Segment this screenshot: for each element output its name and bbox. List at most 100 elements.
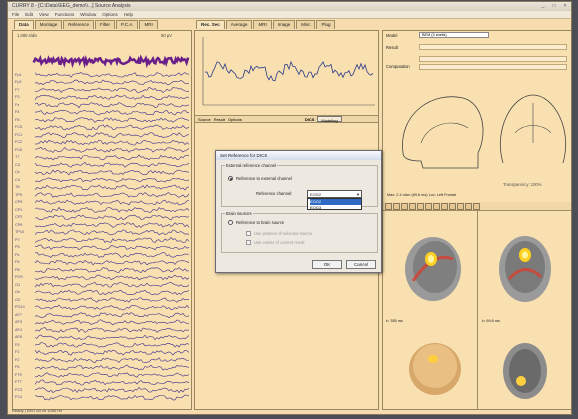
toolbar-icon-8[interactable] (441, 203, 448, 210)
toolbar-icon-12[interactable] (473, 203, 480, 210)
channel-label[interactable]: F1 (15, 350, 20, 354)
dropdown-option[interactable]: EOG2 (310, 199, 361, 205)
radio-brain-source[interactable] (228, 220, 233, 225)
channel-label[interactable]: O1 (15, 282, 21, 287)
channel-label[interactable]: FC4 (15, 395, 23, 399)
channel-label[interactable]: F7 (15, 87, 20, 92)
chevron-down-icon[interactable]: ▼ (356, 192, 360, 197)
modeling-button[interactable]: Modeling (317, 116, 342, 123)
tab-filter[interactable]: Filter (95, 20, 116, 29)
channel-label[interactable]: PO10 (15, 305, 25, 309)
channel-label[interactable]: FT9 (15, 372, 22, 377)
channel-label[interactable]: TP10 (15, 230, 25, 234)
channel-label[interactable]: Cz (15, 170, 20, 174)
channel-label[interactable]: Fz (15, 102, 20, 107)
channel-label[interactable]: F6 (15, 365, 20, 369)
menu-functions[interactable]: Functions (54, 12, 75, 17)
eeg-trace-panel[interactable]: 1.000 s/div 50 µV Fp1 Fp2 F7 F3 Fz F4 F8 FC5 FC1… (12, 30, 192, 410)
channel-label[interactable]: T8 (15, 185, 20, 189)
subtab-result[interactable]: Result (213, 117, 226, 122)
channel-label[interactable]: TP9 (15, 192, 22, 197)
menu-view[interactable]: View (39, 12, 49, 17)
channel-label[interactable]: Pz (15, 252, 20, 257)
channel-label[interactable]: C3 (15, 162, 20, 167)
toolbar-icon-2[interactable] (393, 203, 400, 210)
tab-pca[interactable]: P.C.A. (116, 20, 139, 29)
tab-misc[interactable]: Misc (296, 20, 316, 29)
tab-data[interactable]: Data (14, 20, 34, 29)
channel-label[interactable]: FC5 (15, 125, 23, 129)
toolbar-icon-9[interactable] (449, 203, 456, 210)
reference-channel-select[interactable]: EOG2 ▼ (307, 190, 362, 198)
channel-label[interactable]: AF8 (15, 335, 22, 339)
cancel-button[interactable]: Cancel (346, 260, 376, 269)
channel-label[interactable]: F4 (15, 110, 20, 114)
dics-label[interactable]: DICS (304, 117, 315, 122)
channel-label[interactable]: Oz (15, 290, 20, 294)
channel-label[interactable]: FC6 (15, 147, 23, 152)
menu-help[interactable]: Help (123, 12, 134, 17)
reference-channel-dropdown[interactable]: EOG2 EOG3 (307, 198, 362, 210)
use-selected-source-checkbox[interactable] (246, 231, 251, 236)
toolbar-icon-11[interactable] (465, 203, 472, 210)
channel-label[interactable]: T7 (15, 155, 20, 159)
channel-label[interactable]: FC3 (15, 387, 23, 392)
minimize-button[interactable]: _ (541, 3, 545, 9)
dropdown-option[interactable]: EOG3 (310, 204, 322, 210)
channel-label[interactable]: Fp2 (15, 80, 22, 84)
tab-mri-2[interactable]: MRI (253, 20, 272, 29)
channel-label[interactable]: CP5 (15, 200, 23, 204)
menu-window[interactable]: Window (80, 12, 97, 17)
channel-label[interactable]: FC2 (15, 140, 23, 144)
tab-mri[interactable]: MRI (139, 20, 158, 29)
close-button[interactable]: × (563, 3, 567, 9)
tab-average[interactable]: Average (225, 20, 253, 29)
channel-label[interactable]: P3 (15, 245, 20, 249)
result-field[interactable] (419, 44, 567, 50)
tab-rec-sec[interactable]: Rec. Sec (196, 20, 225, 29)
channel-label[interactable]: F3 (15, 95, 20, 99)
toolbar-icon-1[interactable] (385, 203, 392, 210)
toolbar-icon-7[interactable] (433, 203, 440, 210)
channel-label[interactable]: F5 (15, 342, 20, 347)
subtab-source[interactable]: Source (198, 117, 211, 122)
toolbar-icon-6[interactable] (425, 203, 432, 210)
computation-field[interactable] (419, 56, 567, 62)
subtab-options[interactable]: Options (228, 117, 242, 122)
maximize-button[interactable]: □ (552, 3, 556, 9)
channel-label[interactable]: CP2 (15, 215, 23, 219)
tab-reference[interactable]: Reference (63, 20, 95, 29)
mri-coronal-view[interactable]: t= 69.6 ms (479, 211, 571, 409)
menu-file[interactable]: File (12, 12, 20, 17)
channel-label[interactable]: AF7 (15, 312, 22, 317)
channel-label[interactable]: P7 (15, 237, 20, 242)
channel-label[interactable]: P4 (15, 260, 20, 264)
use-center-checkbox[interactable] (246, 240, 251, 245)
channel-label[interactable]: AF3 (15, 320, 22, 324)
channel-label[interactable]: F8 (15, 117, 20, 122)
channel-label[interactable]: AF4 (15, 327, 22, 332)
channel-label[interactable]: CP1 (15, 207, 23, 212)
toolbar-icon-3[interactable] (401, 203, 408, 210)
menu-edit[interactable]: Edit (25, 12, 34, 17)
channel-label[interactable]: O2 (15, 297, 21, 302)
mri-sagittal-view[interactable]: t= 355 ms (383, 211, 478, 409)
channel-label[interactable]: FC1 (15, 132, 23, 137)
toolbar-icon-10[interactable] (457, 203, 464, 210)
channel-label[interactable]: PO9 (15, 275, 23, 279)
ok-button[interactable]: OK (312, 260, 342, 269)
radio-external-ref[interactable] (228, 176, 233, 181)
tab-plug[interactable]: Plug (316, 20, 336, 29)
menu-options[interactable]: Options (102, 12, 118, 17)
channel-label[interactable]: P8 (15, 267, 20, 272)
channel-label[interactable]: Fp1 (15, 72, 22, 77)
channel-label[interactable]: C4 (15, 177, 20, 182)
channel-label[interactable]: CP6 (15, 222, 23, 227)
toolbar-icon-5[interactable] (417, 203, 424, 210)
channel-label[interactable]: F2 (15, 357, 20, 362)
tab-montage[interactable]: Montage (34, 20, 63, 29)
channel-label[interactable]: FT7 (15, 380, 22, 384)
computation-field-2[interactable] (419, 64, 567, 70)
tab-image[interactable]: Image (272, 20, 296, 29)
model-select[interactable]: BEM (3 shells) (419, 32, 489, 38)
